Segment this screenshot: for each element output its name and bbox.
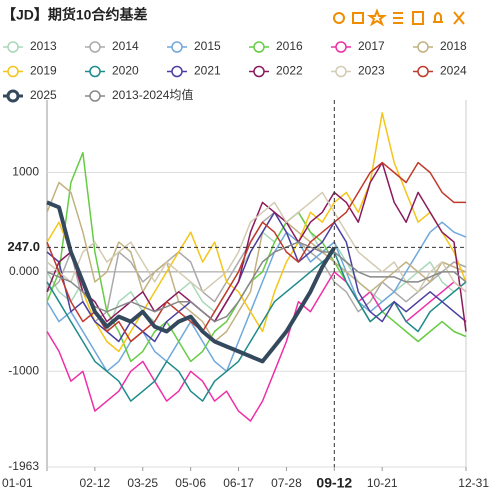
legend-label: 2017 bbox=[358, 39, 385, 53]
legend-marker bbox=[253, 65, 265, 78]
y-tick-label: -1000 bbox=[8, 363, 39, 377]
series bbox=[46, 200, 337, 364]
series-line bbox=[46, 112, 467, 353]
legend-marker bbox=[417, 65, 429, 78]
series-line bbox=[46, 181, 467, 343]
legend-label: 2013-2024均值 bbox=[112, 87, 193, 102]
series bbox=[46, 181, 467, 343]
series-line bbox=[46, 221, 467, 373]
series-line bbox=[46, 251, 467, 402]
series-line bbox=[46, 211, 467, 323]
x-tick-label: 05-06 bbox=[175, 476, 206, 490]
y-tick-label: 0.000 bbox=[9, 264, 39, 278]
star-icon[interactable] bbox=[367, 8, 387, 27]
legend-marker bbox=[171, 65, 183, 78]
legend-label: 2019 bbox=[30, 64, 57, 78]
legend-label: 2016 bbox=[276, 39, 303, 53]
series bbox=[46, 191, 467, 293]
series bbox=[46, 161, 466, 343]
image-icon[interactable] bbox=[412, 11, 424, 25]
expand-icon[interactable] bbox=[453, 11, 465, 25]
legend-label: 2025 bbox=[30, 88, 57, 102]
legend-marker bbox=[417, 41, 429, 53]
refresh-icon[interactable] bbox=[333, 12, 345, 24]
legend-marker bbox=[335, 41, 347, 53]
legend-label: 2021 bbox=[194, 64, 221, 78]
legend-marker bbox=[7, 65, 19, 78]
legend-label: 2014 bbox=[112, 39, 139, 53]
legend-marker bbox=[253, 41, 265, 53]
legend-label: 2013 bbox=[30, 39, 57, 53]
x-tick-label: 01-01 bbox=[2, 476, 33, 490]
legend-label: 2018 bbox=[440, 39, 467, 53]
list-icon[interactable] bbox=[393, 12, 403, 24]
series bbox=[46, 112, 467, 353]
series bbox=[46, 251, 467, 402]
x-tick-label: 12-31 bbox=[458, 476, 489, 490]
series-line bbox=[46, 191, 467, 293]
title: 【JD】期货10合约基差 bbox=[2, 7, 147, 23]
toolbar[interactable] bbox=[333, 8, 465, 27]
series bbox=[46, 241, 467, 323]
x-tick-label: 10-21 bbox=[367, 476, 398, 490]
series-line bbox=[46, 151, 467, 363]
legend-label: 2022 bbox=[276, 64, 303, 78]
series bbox=[46, 211, 467, 323]
legend-label: 2023 bbox=[358, 64, 385, 78]
x-tick-label: 02-12 bbox=[80, 476, 111, 490]
legend-marker bbox=[335, 65, 347, 78]
series bbox=[46, 221, 467, 373]
y-tick-label: -1963 bbox=[8, 459, 39, 473]
legend-marker bbox=[89, 65, 101, 78]
legend-label: 2024 bbox=[440, 64, 467, 78]
legend-label: 2015 bbox=[194, 39, 221, 53]
series bbox=[46, 161, 467, 332]
series bbox=[46, 211, 467, 343]
x-tick-label: 07-28 bbox=[271, 476, 302, 490]
series-line bbox=[46, 200, 337, 364]
series-line bbox=[46, 241, 467, 323]
y-tick-label: 1000 bbox=[12, 165, 39, 179]
crosshair-label-bg bbox=[0, 238, 42, 257]
x-tick-label: 06-17 bbox=[223, 476, 254, 490]
legend-marker bbox=[89, 90, 101, 102]
series-line bbox=[46, 211, 467, 343]
x-tick-label: 03-25 bbox=[127, 476, 158, 490]
x-tick-label: 09-12 bbox=[316, 475, 352, 491]
header bbox=[0, 0, 491, 30]
series bbox=[46, 151, 467, 363]
series-line bbox=[46, 161, 467, 332]
legend-marker bbox=[89, 41, 101, 53]
legend-label: 2020 bbox=[112, 64, 139, 78]
legend-marker bbox=[171, 41, 183, 53]
crosshair-label: 247.0 bbox=[7, 239, 40, 254]
bell-icon[interactable] bbox=[433, 12, 443, 23]
legend-marker bbox=[7, 41, 19, 53]
legend-marker bbox=[6, 89, 20, 103]
series-line bbox=[46, 161, 466, 343]
edit-icon[interactable] bbox=[352, 12, 364, 24]
